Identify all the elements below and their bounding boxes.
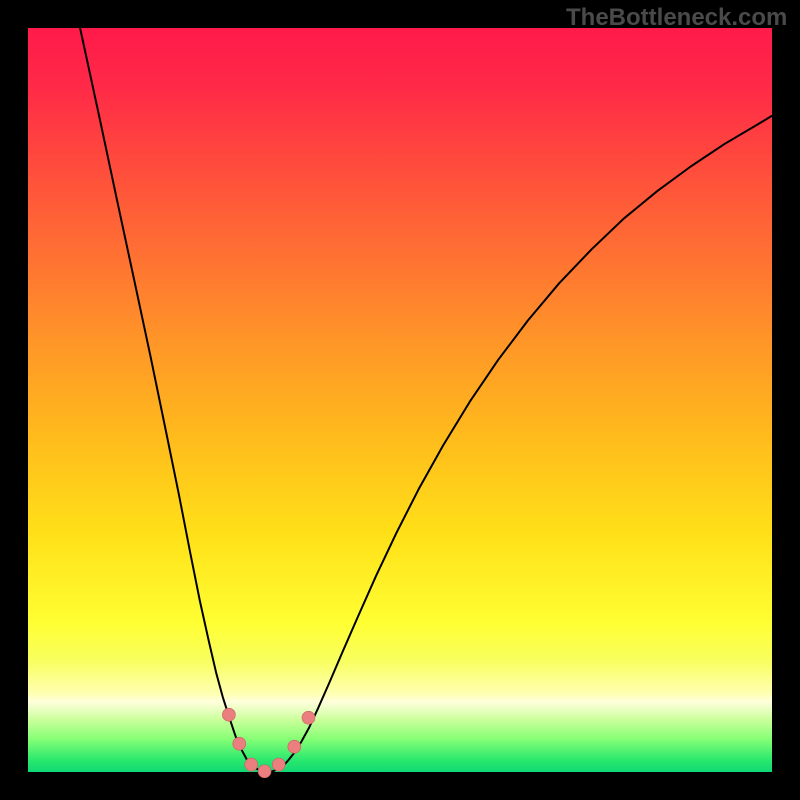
curve-marker	[245, 758, 258, 771]
curve-marker	[272, 758, 285, 771]
chart-svg	[0, 0, 800, 800]
curve-marker	[288, 740, 301, 753]
watermark-text: TheBottleneck.com	[566, 4, 787, 32]
curve-marker	[222, 708, 235, 721]
plot-area	[28, 28, 772, 772]
chart-frame: TheBottleneck.com	[0, 0, 800, 800]
curve-marker	[233, 737, 246, 750]
curve-marker	[302, 711, 315, 724]
curve-marker	[258, 765, 271, 778]
